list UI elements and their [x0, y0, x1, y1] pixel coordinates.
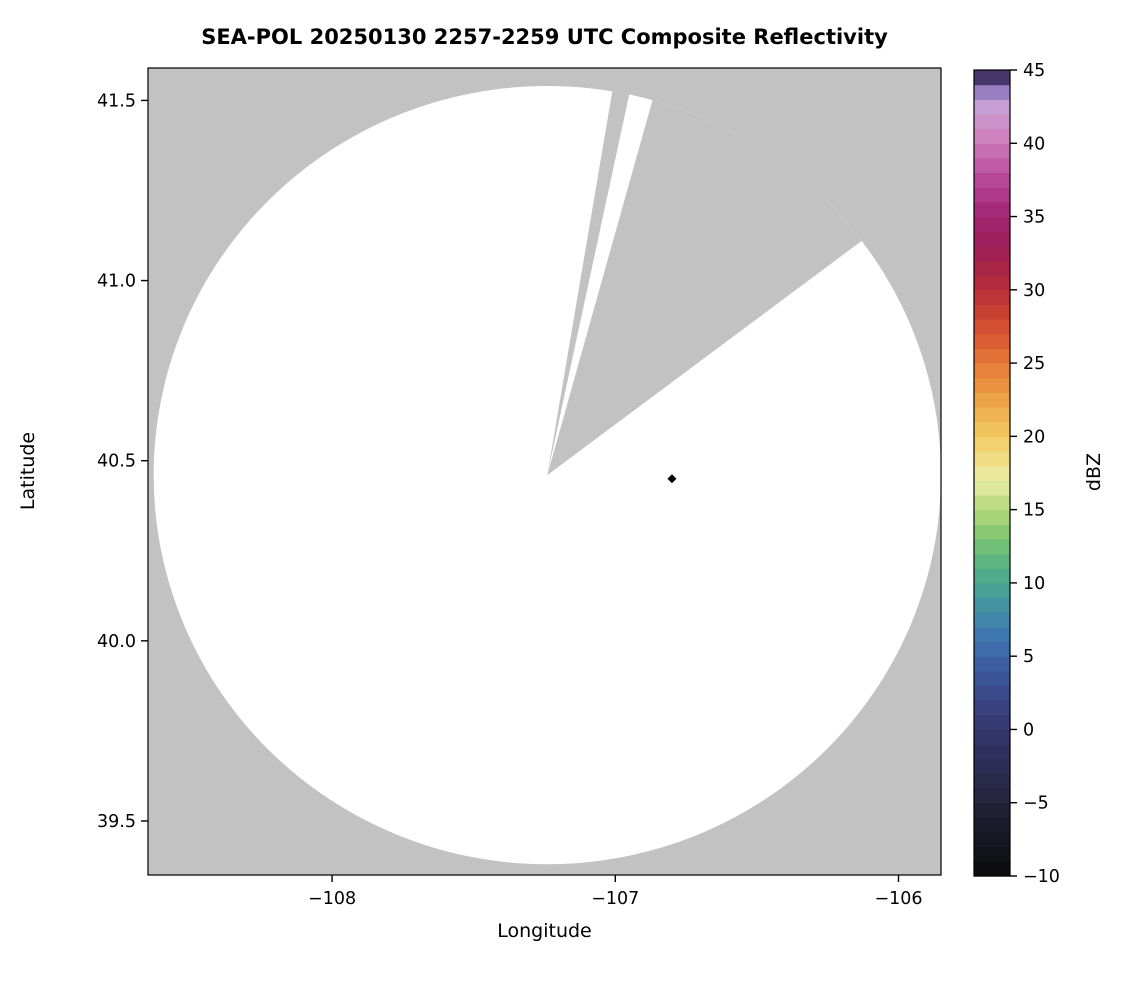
colorbar-band [974, 700, 1010, 716]
colorbar-band [974, 143, 1010, 159]
colorbar-band [974, 744, 1010, 760]
colorbar-band [974, 802, 1010, 818]
colorbar-band [974, 670, 1010, 687]
colorbar-band [974, 275, 1010, 291]
colorbar-band [974, 70, 1010, 86]
colorbar-band [974, 729, 1010, 745]
colorbar-band [974, 817, 1010, 833]
colorbar-band [974, 201, 1010, 218]
colorbar-band [974, 568, 1010, 584]
colorbar-band [974, 553, 1010, 569]
colorbar-band [974, 788, 1010, 804]
colorbar-tick-label: 35 [1023, 208, 1045, 228]
colorbar-band [974, 348, 1010, 364]
x-tick-label: −106 [874, 889, 922, 909]
colorbar-band [974, 157, 1010, 174]
colorbar-band [974, 846, 1010, 862]
colorbar-band [974, 436, 1010, 452]
colorbar-band [974, 172, 1010, 188]
x-tick-label: −108 [308, 889, 356, 909]
colorbar-band [974, 861, 1010, 877]
colorbar-tick-label: 45 [1023, 61, 1045, 81]
colorbar-band [974, 377, 1010, 393]
colorbar-tick-label: 5 [1023, 647, 1034, 667]
colorbar-band [974, 245, 1010, 262]
y-axis-label: Latitude [17, 431, 39, 511]
colorbar-tick-label: 30 [1023, 281, 1045, 301]
y-tick-label: 40.0 [97, 632, 136, 652]
colorbar-band [974, 832, 1010, 848]
colorbar-band [974, 319, 1010, 335]
colorbar-band [974, 612, 1010, 628]
colorbar-band [974, 304, 1010, 320]
colorbar-band [974, 597, 1010, 613]
colorbar-band [974, 289, 1010, 306]
colorbar-band [974, 480, 1010, 496]
colorbar-band [974, 641, 1010, 657]
colorbar-tick-label: −5 [1023, 794, 1049, 814]
colorbar-band [974, 128, 1010, 144]
colorbar-band [974, 494, 1010, 511]
colorbar-band [974, 626, 1010, 643]
colorbar-tick-label: 0 [1023, 720, 1034, 740]
x-axis-label: Longitude [497, 920, 592, 942]
colorbar-label: dBZ [1083, 452, 1105, 492]
y-tick-label: 41.0 [97, 272, 136, 292]
colorbar-band [974, 187, 1010, 203]
colorbar-band [974, 84, 1010, 100]
colorbar-band [974, 582, 1010, 599]
colorbar-outline [973, 69, 1011, 877]
colorbar-band [974, 99, 1010, 115]
colorbar-band [974, 714, 1010, 731]
y-tick-label: 41.5 [97, 91, 136, 111]
colorbar-band [974, 231, 1010, 247]
colorbar-band [974, 363, 1010, 379]
colorbar-band [974, 113, 1010, 130]
colorbar-band [974, 216, 1010, 232]
x-tick-label: −107 [591, 889, 639, 909]
axes-frame [147, 67, 942, 876]
colorbar-tick-label: −10 [1023, 867, 1060, 887]
colorbar-band [974, 421, 1010, 437]
colorbar-band [974, 758, 1010, 775]
colorbar-tick-label: 40 [1023, 134, 1045, 154]
clear-sliver-sector [547, 94, 653, 476]
colorbar-band [974, 392, 1010, 408]
colorbar-band [974, 333, 1010, 350]
reflectivity-point-marker [667, 474, 677, 484]
colorbar-band [974, 260, 1010, 276]
colorbar-band [974, 509, 1010, 525]
colorbar-band [974, 451, 1010, 467]
colorbar-band [974, 465, 1010, 481]
y-tick-label: 40.5 [97, 452, 136, 472]
colorbar-tick-label: 25 [1023, 354, 1045, 374]
chart-title: SEA-POL 20250130 2257-2259 UTC Composite… [201, 25, 888, 49]
colorbar-tick-label: 10 [1023, 574, 1045, 594]
colorbar-band [974, 538, 1010, 555]
colorbar-band [974, 685, 1010, 701]
colorbar-band [974, 656, 1010, 672]
colorbar-tick-label: 15 [1023, 501, 1045, 521]
y-tick-label: 39.5 [97, 812, 136, 832]
colorbar-band [974, 773, 1010, 789]
colorbar-tick-label: 20 [1023, 427, 1045, 447]
colorbar-band [974, 524, 1010, 540]
colorbar-band [974, 407, 1010, 423]
